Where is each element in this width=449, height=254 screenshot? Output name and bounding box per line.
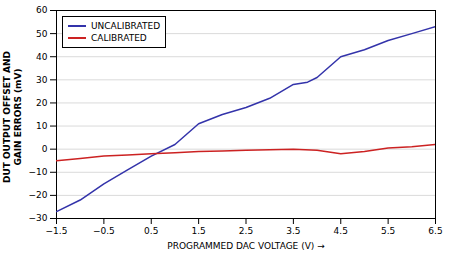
svg-text:−20: −20: [29, 190, 48, 200]
svg-text:−30: −30: [29, 213, 48, 223]
svg-text:2.5: 2.5: [239, 226, 253, 236]
svg-text:−1.5: −1.5: [46, 226, 68, 236]
html-text:CALIBRATED: CALIBRATED: [91, 33, 147, 43]
svg-text:PROGRAMMED DAC VOLTAGE (V) →: PROGRAMMED DAC VOLTAGE (V) →: [167, 241, 325, 251]
svg-text:0: 0: [42, 144, 48, 154]
svg-text:−10: −10: [29, 167, 48, 177]
svg-text:60: 60: [36, 5, 48, 15]
svg-text:0.5: 0.5: [144, 226, 158, 236]
svg-text:6.5: 6.5: [428, 226, 442, 236]
svg-text:10: 10: [36, 121, 48, 131]
svg-text:20: 20: [36, 98, 48, 108]
svg-text:5.5: 5.5: [381, 226, 395, 236]
svg-text:3.5: 3.5: [286, 226, 300, 236]
svg-text:30: 30: [36, 75, 48, 85]
svg-text:40: 40: [36, 52, 48, 62]
svg-text:4.5: 4.5: [334, 226, 348, 236]
svg-text:1.5: 1.5: [191, 226, 205, 236]
html-text:DUT OUTPUT OFFSET AND GAIN ERR: DUT OUTPUT OFFSET AND GAIN ERRORS (mV): [2, 50, 23, 183]
svg-text:50: 50: [36, 28, 48, 38]
html-text:UNCALIBRATED: UNCALIBRATED: [91, 21, 161, 31]
svg-text:−0.5: −0.5: [93, 226, 115, 236]
